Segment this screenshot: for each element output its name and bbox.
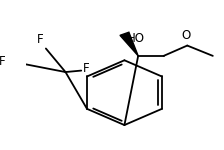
Polygon shape — [120, 32, 138, 56]
Text: F: F — [83, 62, 90, 75]
Text: O: O — [182, 29, 191, 42]
Text: F: F — [0, 55, 6, 68]
Text: HO: HO — [126, 32, 144, 45]
Text: F: F — [37, 33, 44, 46]
